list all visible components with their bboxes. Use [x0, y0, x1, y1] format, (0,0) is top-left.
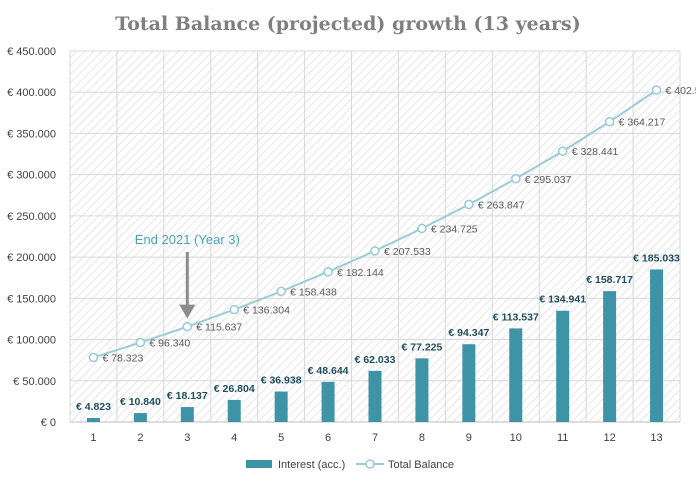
annotation-arrow-head	[179, 304, 196, 319]
x-tick-label: 2	[137, 432, 143, 444]
line-data-label: € 115.637	[196, 322, 242, 334]
line-data-label: € 263.847	[478, 199, 525, 211]
y-tick-label: € 350.000	[7, 128, 56, 140]
y-tick-label: € 400.000	[7, 87, 56, 99]
x-tick-label: 11	[557, 432, 568, 444]
legend-marker-line	[365, 459, 375, 469]
bar	[227, 399, 241, 422]
line-point	[604, 116, 615, 127]
y-tick-label: € 200.000	[7, 252, 56, 264]
chart-title: Total Balance (projected) growth (13 yea…	[115, 13, 581, 35]
bar-data-label: € 18.137	[167, 390, 208, 402]
bar-data-label: € 26.804	[214, 383, 255, 395]
bar-data-label: € 77.225	[401, 341, 442, 353]
line-data-label: € 158.438	[290, 286, 337, 298]
bar	[274, 391, 288, 422]
line-data-label: € 96.340	[149, 338, 190, 350]
x-tick-label: 13	[650, 432, 662, 444]
y-tick-label: € 0	[41, 417, 56, 429]
annotation-text: End 2021 (Year 3)	[135, 232, 240, 247]
annotation: End 2021 (Year 3)	[135, 232, 240, 319]
legend-swatch-bar	[246, 460, 272, 468]
line-point	[182, 321, 193, 332]
x-tick-label: 3	[184, 432, 190, 444]
x-tick-label: 4	[231, 432, 237, 444]
legend-label-bar: Interest (acc.)	[278, 459, 345, 471]
line-point	[464, 199, 474, 210]
y-tick-label: € 100.000	[7, 335, 56, 347]
line-series: € 78.323€ 96.340€ 115.637€ 136.304€ 158.…	[88, 85, 696, 364]
grid	[69, 50, 681, 423]
x-tick-label: 5	[278, 432, 284, 444]
y-tick-label: € 450.000	[7, 46, 56, 58]
bar	[509, 328, 523, 422]
bar	[86, 418, 100, 422]
y-tick-label: € 250.000	[7, 211, 56, 223]
line-data-label: € 364.217	[619, 117, 666, 129]
x-tick-label: 9	[466, 432, 472, 444]
bar-series: € 4.823 € 10.840 € 18.137 € 26.804 € 36.938 €…	[76, 252, 680, 422]
line-point	[229, 304, 240, 315]
line-data-label: € 182.144	[337, 267, 384, 279]
bar	[415, 358, 429, 422]
line-point	[510, 173, 521, 184]
bar-data-label: € 10.840	[120, 396, 161, 408]
line-point	[557, 146, 568, 157]
line-point	[417, 223, 427, 234]
bar-data-label: € 94.347	[448, 327, 489, 339]
legend: Interest (acc.) Total Balance	[246, 459, 454, 471]
line-point	[370, 246, 380, 256]
bar-data-label: € 48.644	[308, 365, 349, 377]
line-point	[276, 286, 286, 297]
x-tick-label: 1	[90, 432, 96, 444]
line-data-label: € 234.725	[431, 223, 478, 235]
bar	[603, 291, 617, 422]
x-tick-label: 7	[372, 432, 378, 444]
line-data-label: € 207.533	[384, 246, 431, 258]
y-axis: € 0 € 50.000 € 100.000 € 150.000 € 200.000 € …	[7, 46, 56, 429]
x-axis: 1 2 3 4 5 6 7 8 9 10 11 12 13	[70, 421, 680, 444]
y-tick-label: € 150.000	[7, 293, 56, 305]
bar-data-label: € 62.033	[355, 354, 396, 366]
line-point	[323, 267, 333, 277]
line-data-label: € 328.441	[572, 146, 619, 158]
bar	[556, 310, 570, 422]
y-tick-label: € 300.000	[7, 170, 56, 182]
line-data-label: € 295.037	[525, 174, 572, 186]
legend-label-line: Total Balance	[388, 459, 454, 471]
x-tick-label: 6	[325, 432, 331, 444]
line-data-label: € 136.304	[243, 305, 290, 317]
bar	[462, 344, 476, 422]
x-tick-label: 10	[510, 432, 522, 444]
bar	[133, 413, 147, 422]
y-tick-label: € 50.000	[13, 376, 56, 388]
x-tick-label: 12	[603, 432, 615, 444]
bar-data-label: € 158.717	[586, 274, 633, 286]
bar	[650, 269, 664, 422]
line-point	[135, 337, 146, 348]
line-data-label: € 78.323	[102, 352, 143, 364]
bar	[321, 381, 335, 422]
plot-area	[70, 51, 680, 422]
bar-data-label: € 134.941	[539, 294, 586, 306]
bar-data-label: € 185.033	[633, 252, 680, 264]
bar-data-label: € 113.537	[493, 311, 539, 323]
line-point	[88, 352, 99, 363]
x-tick-label: 8	[419, 432, 425, 444]
bar	[180, 407, 194, 422]
bar-data-label: € 36.938	[261, 375, 302, 387]
bar	[368, 370, 382, 422]
bar-data-label: € 4.823	[76, 401, 111, 413]
line-data-label: € 402.533	[666, 85, 696, 97]
line-point	[651, 85, 662, 95]
